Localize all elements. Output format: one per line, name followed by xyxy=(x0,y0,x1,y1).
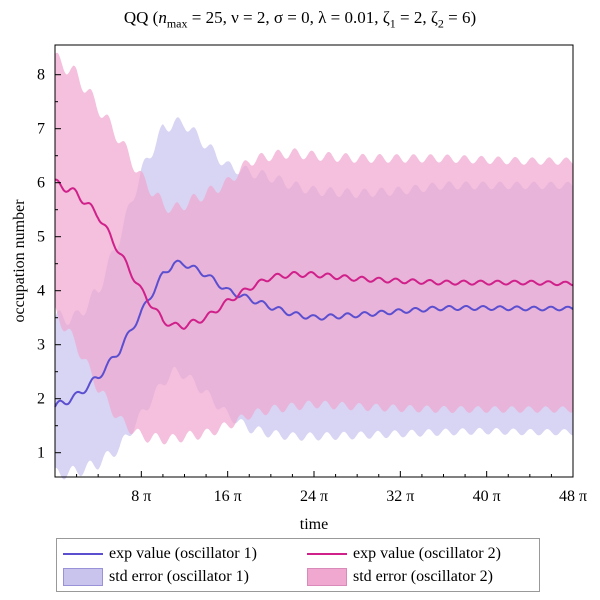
legend: exp value (oscillator 1) exp value (osci… xyxy=(56,538,540,592)
legend-label-exp-osc1: exp value (oscillator 1) xyxy=(109,545,257,562)
x-axis-ticks: 8 π 16 π 24 π 32 π 40 π 48 π xyxy=(76,471,587,505)
y-tick-label: 6 xyxy=(37,175,45,192)
x-tick-label: 8 π xyxy=(131,488,151,505)
legend-label-std-osc1: std error (oscillator 1) xyxy=(109,568,249,585)
y-tick-label: 3 xyxy=(37,337,45,354)
y-tick-label: 8 xyxy=(37,67,45,84)
legend-item-exp-osc2: exp value (oscillator 2) xyxy=(307,543,501,565)
title-prefix: QQ ( xyxy=(123,8,159,27)
title-rest-3: = 6) xyxy=(443,8,477,27)
x-tick-label: 40 π xyxy=(473,488,501,505)
legend-swatch-std-osc1 xyxy=(63,568,103,586)
legend-swatch-exp-osc1 xyxy=(63,553,103,555)
x-axis-label: time xyxy=(300,516,328,533)
x-tick-label: 16 π xyxy=(214,488,242,505)
y-tick-label: 5 xyxy=(37,229,45,246)
exp-value-line-osc2 xyxy=(54,178,574,330)
legend-item-std-osc2: std error (oscillator 2) xyxy=(307,566,493,588)
title-rest-2: = 2, ζ xyxy=(395,8,438,27)
y-tick-label: 2 xyxy=(37,391,45,408)
legend-label-exp-osc2: exp value (oscillator 2) xyxy=(353,545,501,562)
x-tick-label: 24 π xyxy=(300,488,328,505)
std-error-band-osc2 xyxy=(55,52,573,445)
y-tick-label: 4 xyxy=(37,283,45,300)
y-axis-label: occupation number xyxy=(11,199,28,323)
legend-swatch-exp-osc2 xyxy=(307,553,347,555)
y-axis-ticks: 1 2 3 4 5 6 7 8 xyxy=(37,67,61,462)
exp-value-line-osc1 xyxy=(54,259,574,408)
title-z2-sub: 2 xyxy=(437,16,444,31)
legend-item-std-osc1: std error (oscillator 1) xyxy=(63,566,249,588)
bands-layer xyxy=(55,52,573,480)
title-n-symbol: n xyxy=(158,8,167,27)
title-n-sub: max xyxy=(166,16,188,31)
y-tick-label: 1 xyxy=(37,445,45,462)
y-tick-label: 7 xyxy=(37,121,45,138)
title-rest-1: = 25, ν = 2, σ = 0, λ = 0.01, ζ xyxy=(187,8,390,27)
x-tick-label: 48 π xyxy=(559,488,587,505)
legend-label-std-osc2: std error (oscillator 2) xyxy=(353,568,493,585)
legend-swatch-std-osc2 xyxy=(307,568,347,586)
x-tick-label: 32 π xyxy=(386,488,414,505)
title-z1-sub: 1 xyxy=(389,16,396,31)
legend-item-exp-osc1: exp value (oscillator 1) xyxy=(63,543,257,565)
lines-layer xyxy=(54,178,574,408)
chart-title: QQ (nmax = 25, ν = 2, σ = 0, λ = 0.01, ζ… xyxy=(0,8,600,31)
